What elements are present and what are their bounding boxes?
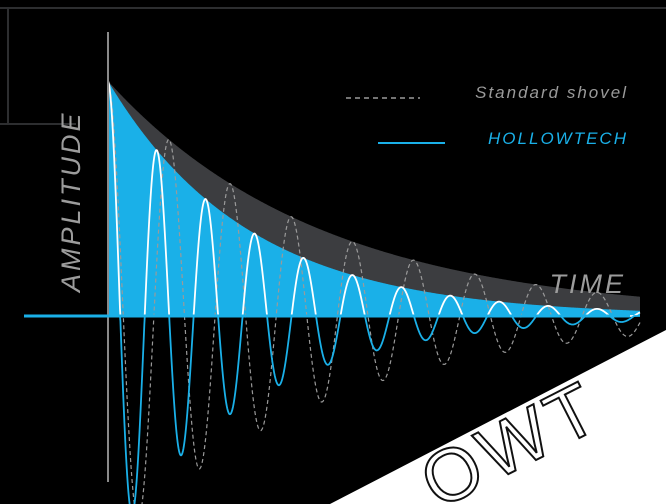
- legend-standard-label: Standard shovel: [475, 83, 628, 102]
- x-axis-label: TIME: [550, 269, 627, 299]
- y-axis-label: AMPLITUDE: [56, 110, 86, 294]
- hollowtech-envelope: [108, 81, 640, 316]
- watermark-banner: [330, 330, 666, 504]
- legend-hollowtech-label: HOLLOWTECH: [488, 129, 628, 148]
